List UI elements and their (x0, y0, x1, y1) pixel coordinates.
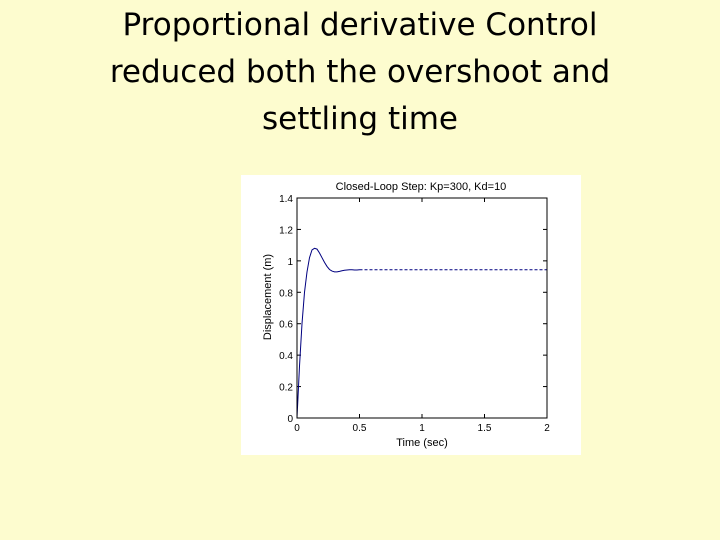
x-tick-label: 0.5 (353, 423, 367, 434)
x-tick-label: 0 (294, 423, 300, 434)
y-tick-label: 0.8 (279, 288, 293, 299)
x-tick-label: 1 (419, 423, 425, 434)
y-tick-label: 0.4 (279, 351, 293, 362)
step-response-line (296, 247, 360, 419)
plot-lines (296, 247, 547, 419)
x-axis-ticks: 0 0.5 1 1.5 2 (294, 198, 550, 434)
y-tick-label: 1.4 (279, 194, 293, 205)
slide-title-line: settling time (262, 101, 458, 137)
slide-title-line: reduced both the overshoot and (109, 54, 611, 90)
y-tick-label: 1.2 (279, 225, 293, 236)
y-axis-label: Displacement (m) (262, 254, 274, 340)
plot-frame (296, 197, 548, 419)
x-tick-label: 1.5 (478, 423, 492, 434)
x-tick-label: 2 (544, 423, 550, 434)
slide-title: Proportional derivative Control reduced … (40, 2, 680, 143)
y-tick-label: 0.6 (279, 320, 293, 331)
chart-figure: Closed-Loop Step: Kp=300, Kd=10 0 0.2 0.4 0… (241, 175, 581, 455)
chart-title: Closed-Loop Step: Kp=300, Kd=10 (336, 181, 507, 193)
chart-svg: Closed-Loop Step: Kp=300, Kd=10 00.20.40… (262, 181, 550, 449)
y-tick-label: 1 (287, 257, 293, 268)
y-tick-label: 0 (287, 414, 293, 425)
slide-title-line: Proportional derivative Control (122, 7, 598, 43)
x-axis-label: Time (sec) (396, 437, 448, 449)
y-axis-ticks: 0 0.2 0.4 0.6 0.8 1 1.2 1.4 (279, 194, 547, 425)
y-tick-label: 0.2 (279, 383, 293, 394)
